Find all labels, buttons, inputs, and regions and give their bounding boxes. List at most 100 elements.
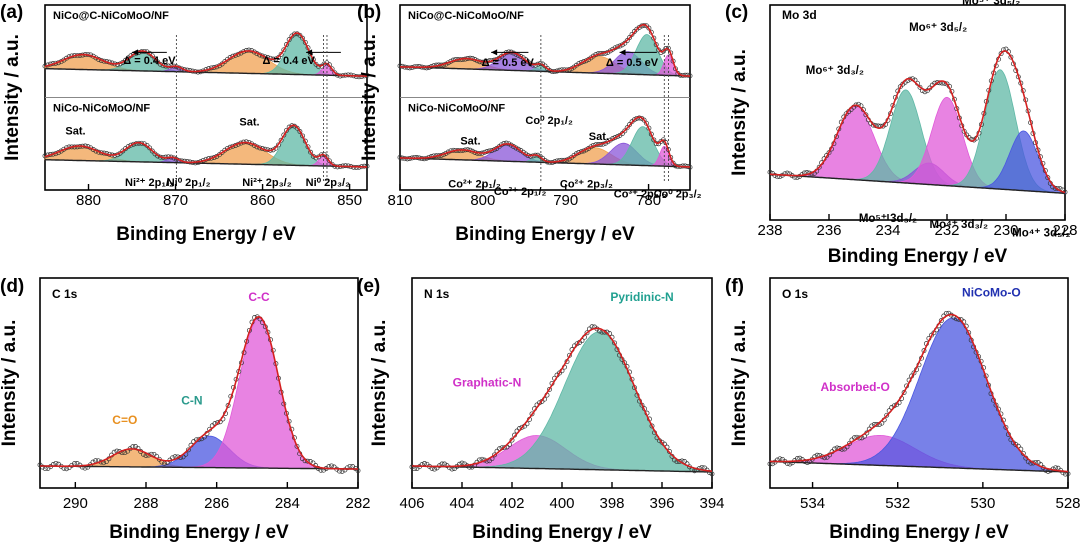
y-axis-label-f: Intensity / a.u. <box>729 320 750 447</box>
data-point <box>492 452 497 458</box>
data-point <box>300 35 306 41</box>
data-point <box>196 436 202 442</box>
x-tick-label-a: 850 <box>337 192 362 209</box>
x-tick-label-f: 534 <box>800 495 825 512</box>
data-point <box>528 153 533 159</box>
x-tick-label-c: 238 <box>757 222 782 239</box>
shift-arrowhead-a <box>306 49 313 56</box>
data-point <box>297 32 303 38</box>
baseline-a-1 <box>44 159 368 168</box>
x-tick-label-a: 860 <box>250 192 275 209</box>
data-point <box>422 461 427 466</box>
baseline-e <box>412 465 712 473</box>
data-point <box>278 137 284 143</box>
panel-label-d: (d) <box>0 276 24 297</box>
data-point <box>432 466 437 472</box>
peak-label-e: Pyridinic-N <box>610 290 673 304</box>
data-point <box>584 330 590 336</box>
data-point <box>459 460 465 466</box>
peak-label-d: C-C <box>248 290 270 304</box>
data-point <box>329 463 334 469</box>
peak-label-b: Co²⁺ 2p₃/₂ <box>560 178 613 190</box>
x-tick-label-d: 286 <box>204 495 229 512</box>
data-point <box>278 51 284 57</box>
data-point <box>262 54 268 60</box>
data-point <box>624 38 630 44</box>
peak-label-c: Mo⁶⁺ 3d₅/₂ <box>909 22 967 34</box>
x-tick-label-c: 230 <box>993 222 1018 239</box>
data-point <box>313 155 319 161</box>
axes-frame-d <box>39 277 359 489</box>
y-axis-label-e: Intensity / a.u. <box>369 320 390 447</box>
panel-label-a: (a) <box>0 2 23 23</box>
panel-label-b: (b) <box>357 2 381 23</box>
fit-envelope-f <box>769 313 1069 473</box>
data-point <box>627 35 633 40</box>
x-axis-label-b: Binding Energy / eV <box>455 224 635 245</box>
x-tick-label-c: 234 <box>875 222 900 239</box>
data-point <box>874 422 880 427</box>
data-point <box>627 122 633 127</box>
data-point <box>624 125 630 131</box>
peak-label-b: Co⁰ 2p₁/₂ <box>525 115 573 127</box>
x-axis-label-c: Binding Energy / eV <box>828 246 1008 267</box>
data-point <box>502 445 507 451</box>
baseline-b-0 <box>400 66 690 77</box>
peak-label-d: C-N <box>181 394 202 408</box>
shift-arrowhead-b <box>619 49 626 56</box>
x-tick-label-e: 394 <box>699 495 724 512</box>
data-point <box>509 437 515 443</box>
data-point <box>542 158 548 163</box>
x-tick-label-b: 790 <box>553 192 578 209</box>
data-point <box>503 140 509 146</box>
x-axis-label-f: Binding Energy / eV <box>829 522 1009 543</box>
panel-label-e: (e) <box>357 276 380 297</box>
shift-annotation-a: Δ = 0.4 eV <box>123 55 176 67</box>
data-point <box>658 50 664 55</box>
peak-label-a: Ni²⁺ 2p₃/₂ <box>242 177 292 189</box>
x-tick-label-b: 800 <box>470 192 495 209</box>
panel-label-f: (f) <box>725 276 744 297</box>
x-tick-label-d: 282 <box>345 495 370 512</box>
data-point <box>233 52 238 58</box>
data-point <box>631 117 637 123</box>
data-point <box>547 386 552 392</box>
data-point <box>313 61 319 67</box>
x-tick-label-b: 810 <box>387 192 412 209</box>
data-point <box>292 31 297 37</box>
x-tick-label-c: 236 <box>816 222 841 239</box>
fit-envelope-c <box>769 50 1066 194</box>
data-point <box>344 465 350 471</box>
peak-label-f: NiCoMo-O <box>962 286 1021 300</box>
panel-title-d: C 1s <box>52 287 78 301</box>
fit-envelope-d <box>40 315 358 470</box>
baseline-c <box>769 173 1066 194</box>
data-point <box>310 57 316 63</box>
x-axis-label-e: Binding Energy / eV <box>472 522 652 543</box>
x-tick-label-e: 398 <box>599 495 624 512</box>
data-point <box>185 447 191 453</box>
y-axis-label-d: Intensity / a.u. <box>0 320 20 447</box>
data-point <box>294 125 300 131</box>
y-axis-label-c: Intensity / a.u. <box>729 49 750 176</box>
data-point <box>651 137 657 143</box>
shift-annotation-b: Δ = 0.5 eV <box>482 57 535 69</box>
data-point <box>1008 54 1014 60</box>
baseline-a-0 <box>45 68 367 77</box>
panel-title-c: Mo 3d <box>782 8 817 22</box>
data-point <box>641 117 647 123</box>
fit-envelope-e <box>412 327 713 472</box>
data-point <box>649 423 655 429</box>
data-point <box>149 53 155 59</box>
y-axis-label-b: Intensity / a.u. <box>359 34 380 161</box>
data-point <box>515 146 521 152</box>
peak-f-1 <box>770 317 1069 473</box>
data-point <box>120 148 126 154</box>
x-axis-label-d: Binding Energy / eV <box>109 522 289 543</box>
peak-label-a: Sat. <box>65 125 85 137</box>
data-point <box>208 155 214 161</box>
shift-annotation-a: Δ = 0.4 eV <box>263 55 316 67</box>
data-point <box>615 134 620 140</box>
peak-label-b: Co³⁺ 2p₁/₂ <box>494 186 547 198</box>
